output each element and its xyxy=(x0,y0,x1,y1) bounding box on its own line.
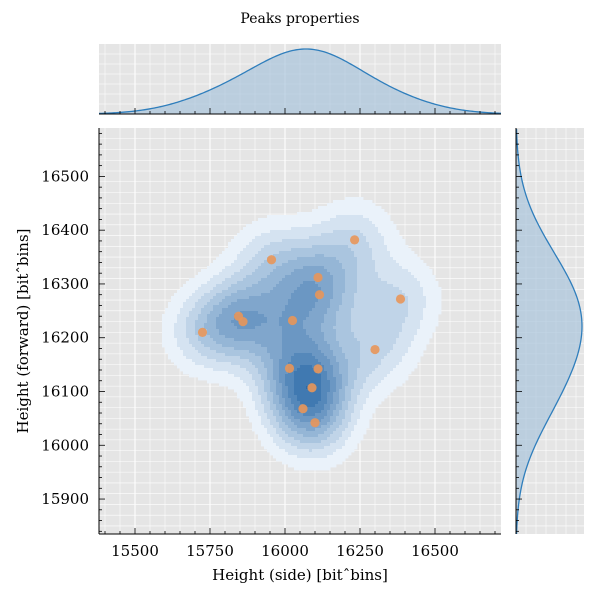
scatter-point xyxy=(307,383,317,393)
top-kde-area xyxy=(99,49,501,114)
y-tick-labels: 15900 16000 16100 16200 16300 16400 16500 xyxy=(41,167,89,508)
chart-title: Peaks properties xyxy=(240,11,359,27)
scatter-points xyxy=(197,235,406,428)
scatter-point xyxy=(370,344,380,355)
scatter-point xyxy=(298,404,308,414)
x-axis-label: Height (side) [bitˆbins] xyxy=(212,566,388,584)
kde-density xyxy=(162,197,442,471)
scatter-point xyxy=(284,363,295,373)
x-tick-label: 15500 xyxy=(111,542,159,560)
x-tick-label: 15750 xyxy=(186,542,234,560)
x-tick-label: 16000 xyxy=(261,542,309,560)
scatter-point xyxy=(313,272,323,283)
scatter-point xyxy=(310,418,320,428)
y-tick-label: 16300 xyxy=(41,275,89,293)
scatter-point xyxy=(238,316,248,327)
y-tick-label: 16000 xyxy=(41,436,89,454)
right-marginal-kde xyxy=(516,128,583,534)
scatter-point xyxy=(395,294,406,304)
scatter-point xyxy=(313,364,323,374)
right-kde-area xyxy=(516,128,582,534)
x-tick-label: 16500 xyxy=(411,542,459,560)
y-tick-label: 16400 xyxy=(41,221,89,239)
top-marginal-kde xyxy=(99,48,501,114)
scatter-point xyxy=(266,255,277,265)
x-tick-labels: 15500 15750 16000 16250 16500 xyxy=(111,542,459,560)
y-tick-label: 16500 xyxy=(41,167,89,185)
scatter-point xyxy=(314,290,325,300)
y-tick-label: 16200 xyxy=(41,329,89,347)
axis-ticks xyxy=(99,108,522,534)
y-axis-label: Height (forward) [bitˆbins] xyxy=(14,229,32,434)
scatter-point xyxy=(287,315,298,326)
x-tick-label: 16250 xyxy=(336,542,384,560)
y-tick-label: 16100 xyxy=(41,382,89,400)
y-tick-label: 15900 xyxy=(41,490,89,508)
right-kde-line xyxy=(516,129,583,534)
top-kde-line xyxy=(99,48,501,114)
scatter-point xyxy=(197,327,208,337)
scatter-point xyxy=(350,235,360,245)
